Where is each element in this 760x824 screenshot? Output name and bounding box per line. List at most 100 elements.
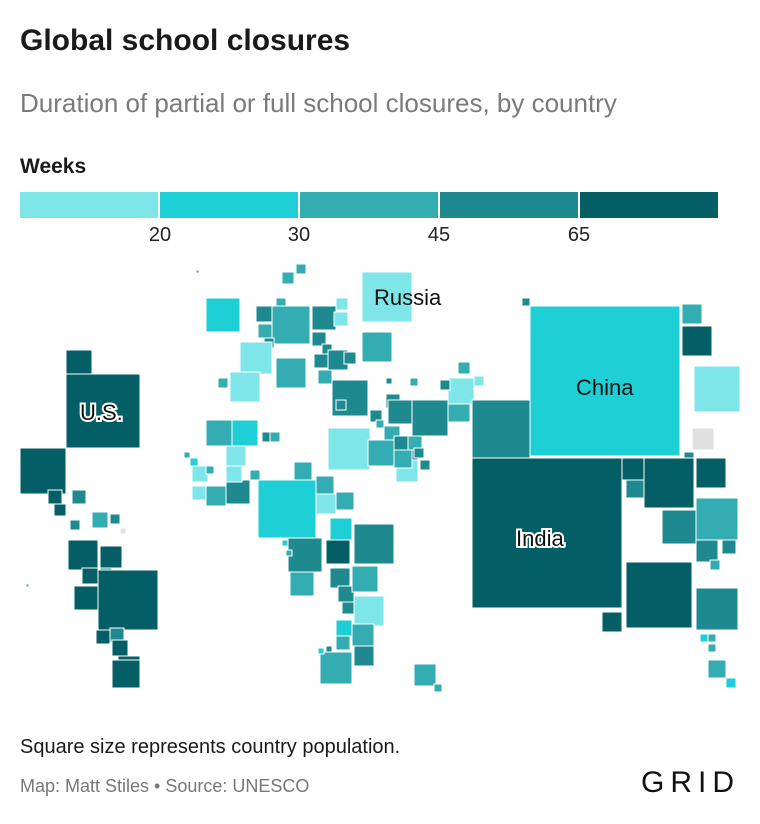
country-square [325, 539, 351, 565]
legend-color-bar [20, 192, 718, 218]
legend-segment-2 [160, 192, 298, 218]
country-square [319, 651, 353, 685]
country-square [529, 305, 681, 457]
country-square [707, 659, 727, 679]
country-square [53, 503, 67, 517]
country-square [295, 263, 307, 275]
country-square [353, 523, 395, 565]
map-label-india: India [516, 526, 564, 551]
country-square [329, 567, 351, 589]
country-square [721, 539, 737, 555]
country-square [205, 465, 215, 475]
country-square [71, 489, 87, 505]
country-square [275, 357, 307, 389]
country-square [341, 601, 355, 615]
footnote: Square size represents country populatio… [20, 736, 401, 758]
country-square [97, 569, 159, 631]
country-square [457, 361, 471, 375]
country-square [621, 457, 645, 481]
country-square [73, 585, 99, 611]
legend-tick-65: 65 [567, 224, 591, 246]
grid-logo: GRID [641, 766, 740, 799]
country-square [189, 457, 199, 467]
country-square [111, 659, 141, 689]
country-square [311, 305, 337, 331]
country-square [293, 461, 313, 481]
country-square [693, 365, 741, 413]
country-square [205, 485, 227, 507]
country-square [413, 447, 425, 459]
country-square [699, 633, 709, 643]
map-label-china: China [576, 375, 634, 400]
country-square [335, 619, 353, 637]
country-square [335, 635, 351, 651]
country-square [681, 303, 703, 325]
country-square [329, 517, 353, 541]
country-square [351, 565, 379, 593]
country-square [327, 427, 371, 471]
country-square [225, 445, 247, 467]
country-square [65, 373, 141, 449]
country-square [95, 629, 111, 645]
legend-tick-20: 20 [148, 224, 172, 246]
country-square [281, 539, 289, 547]
country-square [271, 305, 311, 345]
country-square [601, 611, 623, 633]
country-square [471, 399, 531, 459]
country-square [19, 447, 67, 495]
country-square [47, 489, 63, 505]
country-square [643, 457, 695, 509]
country-square [709, 559, 721, 571]
country-square [695, 587, 739, 631]
country-square [447, 377, 475, 405]
country-square [681, 325, 713, 357]
country-square [335, 297, 349, 311]
country-square [325, 645, 333, 653]
country-square [289, 571, 315, 597]
country-square [191, 485, 207, 501]
country-square [285, 549, 293, 557]
legend-segment-3 [300, 192, 438, 218]
country-square [409, 377, 419, 387]
country-square [343, 351, 357, 365]
country-square [413, 663, 437, 687]
country-square [393, 449, 413, 469]
source-credit: Map: Matt Stiles • Source: UNESCO [20, 776, 310, 796]
country-square [317, 647, 325, 655]
country-square [65, 349, 93, 377]
country-square [473, 375, 485, 387]
country-square [281, 271, 295, 285]
country-square [119, 527, 127, 535]
country-square [385, 377, 393, 385]
country-square [91, 511, 109, 529]
country-square [387, 399, 413, 425]
country-square [311, 331, 327, 347]
country-square [707, 633, 717, 643]
country-square [695, 497, 739, 541]
country-square [471, 457, 623, 609]
legend-segment-4 [440, 192, 578, 218]
country-square [111, 639, 129, 657]
country-square [625, 479, 645, 499]
country-square [433, 683, 443, 693]
country-square [439, 379, 451, 391]
country-squares [19, 263, 741, 693]
country-square [695, 539, 719, 563]
map-label-russia: Russia [374, 285, 442, 310]
country-square [287, 537, 323, 573]
country-square [225, 479, 251, 505]
country-square [725, 677, 737, 689]
country-square [361, 271, 413, 323]
country-square [315, 493, 337, 515]
country-square [333, 311, 349, 327]
country-square [25, 583, 30, 588]
country-square [707, 643, 717, 653]
country-square [81, 567, 99, 585]
country-square [661, 509, 697, 545]
country-square [231, 419, 259, 447]
country-square [419, 459, 431, 471]
country-square [183, 451, 191, 459]
country-square [269, 431, 281, 443]
page-title: Global school closures [20, 24, 351, 57]
